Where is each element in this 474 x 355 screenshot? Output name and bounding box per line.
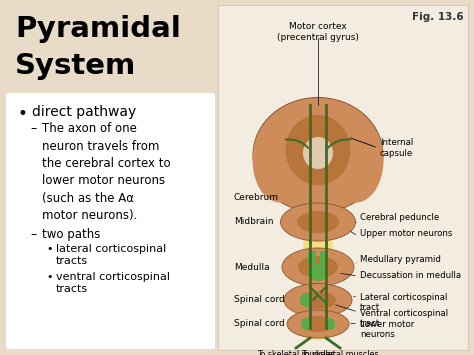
Text: Upper motor neurons: Upper motor neurons (360, 229, 452, 239)
Ellipse shape (301, 318, 311, 330)
Text: Lateral corticospinal
tract: Lateral corticospinal tract (360, 293, 447, 312)
Text: Fig. 13.6: Fig. 13.6 (412, 12, 464, 22)
Ellipse shape (282, 248, 354, 286)
Text: ventral corticospinal
tracts: ventral corticospinal tracts (56, 272, 170, 294)
Ellipse shape (302, 316, 334, 332)
Text: Decussation in medulla: Decussation in medulla (360, 271, 461, 279)
Text: Spinal cord: Spinal cord (234, 295, 285, 305)
Text: To skeletal muscles: To skeletal muscles (257, 350, 335, 355)
Text: direct pathway: direct pathway (32, 105, 136, 119)
Text: Ventral corticospinal
tract: Ventral corticospinal tract (360, 309, 448, 328)
Bar (218, 5, 468, 350)
Ellipse shape (300, 293, 312, 307)
Ellipse shape (308, 263, 328, 281)
Text: Motor cortex
(precentral gyrus): Motor cortex (precentral gyrus) (277, 22, 359, 42)
Text: –: – (30, 122, 36, 135)
Text: •: • (46, 244, 53, 254)
Bar (320, 251, 328, 263)
Text: •: • (18, 105, 28, 123)
Text: lateral corticospinal
tracts: lateral corticospinal tracts (56, 244, 166, 266)
Polygon shape (300, 125, 336, 340)
Ellipse shape (297, 211, 339, 233)
Bar (308, 251, 316, 263)
Text: System: System (15, 52, 136, 80)
Ellipse shape (287, 310, 349, 338)
FancyBboxPatch shape (6, 93, 215, 349)
Ellipse shape (253, 118, 308, 202)
Text: Pyramidal: Pyramidal (15, 15, 181, 43)
Text: To skeletal muscles: To skeletal muscles (301, 350, 379, 355)
Text: Cerebrum: Cerebrum (234, 193, 279, 202)
Text: Cerebral peduncle: Cerebral peduncle (360, 213, 439, 223)
Ellipse shape (285, 115, 350, 185)
Ellipse shape (325, 318, 335, 330)
Text: Medullary pyramid: Medullary pyramid (360, 256, 441, 264)
Ellipse shape (298, 256, 338, 278)
Ellipse shape (253, 98, 383, 213)
Text: two paths: two paths (42, 228, 100, 241)
Ellipse shape (281, 203, 356, 241)
Text: Medulla: Medulla (234, 262, 270, 272)
Ellipse shape (284, 284, 352, 317)
Ellipse shape (303, 137, 333, 169)
Text: Lower motor
neurons: Lower motor neurons (360, 320, 414, 339)
Text: Spinal cord: Spinal cord (234, 320, 285, 328)
Text: •: • (46, 272, 53, 282)
Text: Midbrain: Midbrain (234, 218, 273, 226)
Ellipse shape (328, 118, 383, 202)
Text: –: – (30, 228, 36, 241)
Ellipse shape (300, 291, 336, 309)
Text: The axon of one
neuron travels from
the cerebral cortex to
lower motor neurons
(: The axon of one neuron travels from the … (42, 122, 171, 223)
Text: Internal
capsule: Internal capsule (380, 138, 413, 158)
